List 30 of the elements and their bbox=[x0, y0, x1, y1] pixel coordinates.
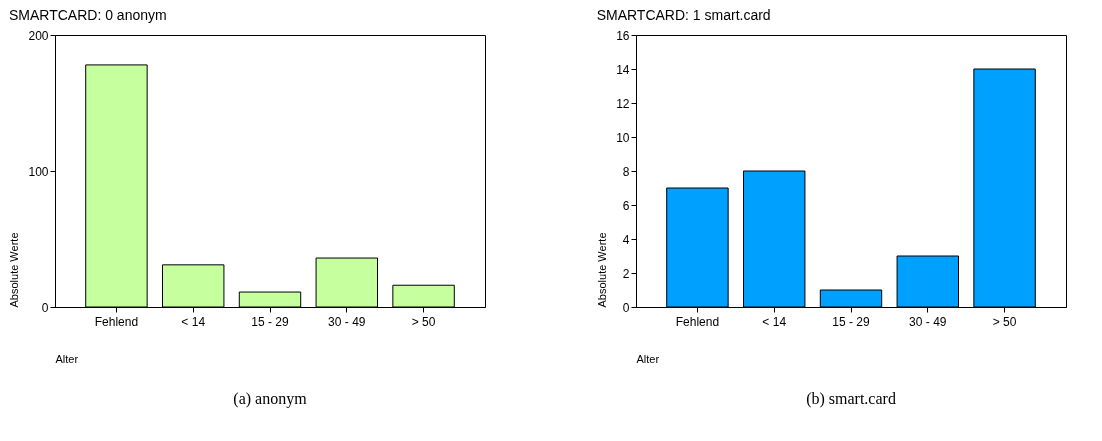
y-tick-label: 2 bbox=[622, 266, 630, 281]
x-tick-label: 30 - 49 bbox=[328, 314, 366, 329]
y-tick-label: 6 bbox=[622, 198, 630, 213]
y-tick-label: 14 bbox=[616, 62, 630, 77]
x-tick-label: Fehlend bbox=[94, 314, 139, 329]
x-tick-label: > 50 bbox=[411, 314, 436, 329]
y-tick-label: 100 bbox=[28, 164, 49, 179]
x-tick-label: 30 - 49 bbox=[909, 314, 947, 329]
y-tick-label: 8 bbox=[622, 164, 630, 179]
y-tick-label: 4 bbox=[622, 232, 630, 247]
y-tick-label: 200 bbox=[28, 28, 49, 43]
x-axis-title: Alter bbox=[636, 352, 660, 365]
x-tick-label: 15 - 29 bbox=[832, 314, 871, 329]
chart-title: SMARTCARD: 1 smart.card bbox=[596, 7, 771, 23]
text: (b) smart.card bbox=[806, 390, 896, 408]
y-axis-title: Absolute Werte bbox=[8, 232, 21, 308]
chart-title: SMARTCARD: 0 anonym bbox=[8, 7, 167, 23]
x-tick-label: 15 - 29 bbox=[251, 314, 290, 329]
x-tick-label: > 50 bbox=[992, 314, 1017, 329]
x-tick-label: < 14 bbox=[181, 314, 206, 329]
y-tick-label: 0 bbox=[622, 300, 630, 315]
y-axis-title: Absolute Werte bbox=[596, 232, 609, 308]
x-axis-title: Alter bbox=[55, 352, 79, 365]
y-tick-label: 12 bbox=[616, 96, 630, 111]
x-tick-label: Fehlend bbox=[675, 314, 720, 329]
y-tick-label: 0 bbox=[41, 300, 49, 315]
y-tick-label: 10 bbox=[616, 130, 630, 145]
y-tick-label: 16 bbox=[616, 28, 630, 43]
x-tick-label: < 14 bbox=[762, 314, 787, 329]
text: (a) anonym bbox=[233, 390, 308, 408]
